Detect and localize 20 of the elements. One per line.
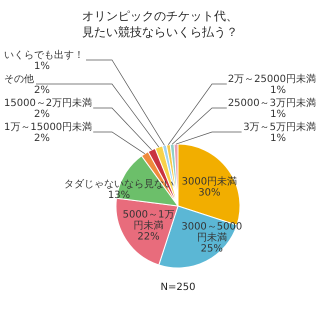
data-label: 25% — [200, 243, 223, 254]
chart-title: オリンピックのチケット代、見たい競技ならいくら払う？ — [82, 9, 238, 39]
slice-label: その他 — [4, 73, 34, 85]
data-label: 1% — [34, 61, 50, 72]
data-label: 2% — [34, 85, 50, 96]
slice-label: いくらでも出す！ — [4, 49, 84, 61]
slice-label: 2万～25000円未満 — [228, 73, 316, 85]
slice-label: 15000～2万円未満 — [4, 97, 92, 109]
data-label: 2% — [34, 109, 50, 120]
data-label: 1% — [270, 85, 286, 96]
data-label: 22% — [137, 231, 160, 242]
data-label: 1% — [270, 133, 286, 144]
slice-label: 25000～3万円未満 — [228, 97, 316, 109]
text: N=250 — [160, 282, 196, 293]
data-label: 30% — [198, 187, 221, 198]
slice-label: 5000～1万円未満 — [122, 209, 174, 232]
slice-label: 3万～5万円未満 — [243, 121, 316, 133]
data-label: 2% — [34, 133, 50, 144]
slice-label: 1万～15000円未満 — [4, 121, 92, 133]
data-label: 1% — [270, 109, 286, 120]
